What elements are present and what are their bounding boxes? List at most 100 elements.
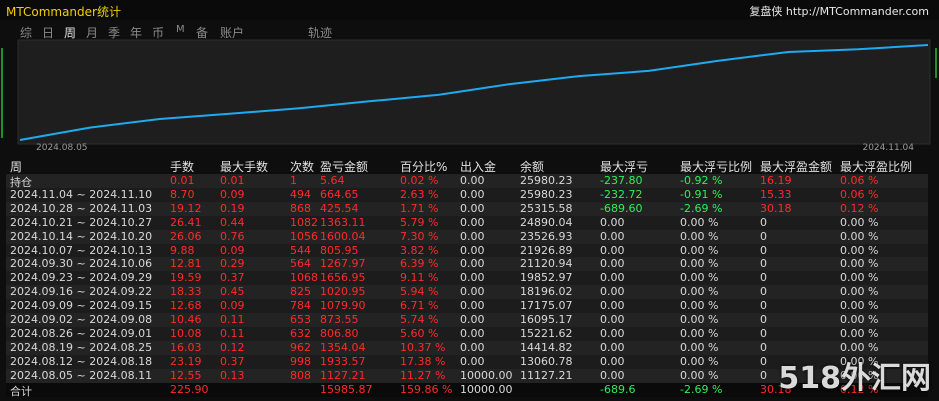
cell: 0.00 % — [840, 299, 879, 313]
cell: 0 — [760, 271, 767, 285]
equity-line — [19, 44, 929, 141]
cell: 962 — [290, 340, 311, 354]
tab[interactable]: 月 — [86, 26, 99, 40]
cell: 0 — [760, 257, 767, 271]
cell: -2.69 % — [680, 382, 723, 396]
column-header: 最大手数 — [220, 160, 269, 174]
cell: 0.00 — [460, 285, 485, 299]
cell: 2024.09.09 ~ 2024.09.15 — [10, 299, 153, 313]
cell: 2024.08.12 ~ 2024.08.18 — [10, 354, 153, 368]
cell: 0.00 % — [680, 340, 719, 354]
cell: -0.92 % — [680, 174, 723, 187]
cell: 15.33 — [760, 187, 792, 201]
column-header: 最大浮盈金额 — [760, 160, 833, 174]
cell: 0.00 % — [840, 215, 879, 229]
cell: 2024.10.21 ~ 2024.10.27 — [10, 215, 153, 229]
table-row: 持仓 0.01 0.01 1 5.64 0.02 % 0.00 25980.23 -237.80… — [6, 174, 928, 189]
cell: 0.00 — [460, 215, 485, 229]
cell: 合计 — [10, 384, 32, 398]
table-row: 2024.09.02 ~ 2024.09.08 10.46 0.11 653 873.5… — [6, 313, 928, 327]
chart-area — [17, 39, 931, 145]
cell: 2024.09.02 ~ 2024.09.08 — [10, 313, 153, 326]
cell: 0.00 — [600, 271, 625, 285]
cell: 0.00 % — [680, 285, 719, 299]
cell: 0.00 — [460, 187, 485, 201]
cell: 10.46 — [170, 313, 202, 326]
cell: 0.12 % — [840, 382, 879, 396]
cell: 30.18 — [760, 382, 792, 396]
cell: 5.74 % — [400, 313, 439, 326]
cell: 17.38 % — [400, 354, 446, 368]
cell: 0.00 — [600, 285, 625, 299]
cell: 0.00 — [460, 229, 485, 243]
cell: 0.00 — [460, 326, 485, 340]
cell: 0 — [760, 313, 767, 326]
tab[interactable]: 综 — [20, 26, 33, 40]
cell: 0.00 % — [840, 313, 879, 326]
cell: 425.54 — [320, 201, 359, 215]
tab[interactable]: 日 — [42, 26, 55, 40]
cell: 17175.07 — [520, 299, 573, 313]
tab[interactable]: 轨迹 — [308, 26, 333, 40]
cell: 0.00 % — [840, 285, 879, 299]
table-row: 2024.08.26 ~ 2024.09.01 10.08 0.11 632 806.8… — [6, 326, 928, 341]
cell: 1079.90 — [320, 299, 366, 313]
cell: 1020.95 — [320, 285, 366, 299]
cell: 0.00 % — [680, 271, 719, 285]
tab[interactable]: 年 — [130, 26, 143, 40]
cell: -689.6 — [600, 382, 636, 396]
cell: 805.95 — [320, 243, 359, 257]
tab[interactable]: M — [176, 24, 185, 35]
tab[interactable]: 周 — [64, 26, 77, 40]
cell: 0.00 % — [840, 340, 879, 354]
cell: 0.44 — [220, 215, 245, 229]
cell: 16.03 — [170, 340, 202, 354]
cell: 0.00 % — [680, 313, 719, 326]
cell: 13060.78 — [520, 354, 573, 368]
cell: 3.82 % — [400, 243, 439, 257]
cell: 0.00 — [460, 271, 485, 285]
cell: 2024.10.07 ~ 2024.10.13 — [10, 243, 153, 257]
cell: 0 — [760, 299, 767, 313]
cell: 24890.04 — [520, 215, 573, 229]
tab[interactable]: 季 — [108, 26, 121, 40]
tab[interactable]: 备 — [196, 26, 209, 40]
cell: -2.69 % — [680, 201, 723, 215]
cell: 159.86 % — [400, 382, 453, 396]
table-row: 2024.10.21 ~ 2024.10.27 26.41 0.44 1082 1363… — [6, 215, 928, 230]
header-row: 周 手数 最大手数 次数 盈亏金额 百分比% 出入金 余额 最大浮亏 最大浮亏比例 最大浮盈金额 最大… — [6, 158, 928, 174]
cell: 持仓 — [10, 176, 32, 189]
cell: 0.29 — [220, 257, 245, 271]
table-row: 2024.10.14 ~ 2024.10.20 26.06 0.76 1056 1600… — [6, 229, 928, 244]
cell: 0.00 % — [680, 257, 719, 271]
cell: 1068 — [290, 271, 318, 285]
cell: 0.37 — [220, 271, 245, 285]
cell: 12.81 — [170, 257, 202, 271]
cell: 6.39 % — [400, 257, 439, 271]
tab[interactable]: 账户 — [220, 26, 245, 40]
cell: 2024.10.28 ~ 2024.11.03 — [10, 201, 153, 215]
cell: 0.09 — [220, 187, 245, 201]
cell: 564 — [290, 257, 311, 271]
cell: 0.00 % — [840, 368, 879, 382]
cell: 21120.94 — [520, 257, 573, 271]
cell: 0.00 % — [680, 243, 719, 257]
cell: 0.09 — [220, 243, 245, 257]
cell: 0.00 — [460, 201, 485, 215]
cell: 2024.09.30 ~ 2024.10.06 — [10, 257, 153, 271]
table-row: 2024.11.04 ~ 2024.11.10 8.70 0.09 494 664.65… — [6, 187, 928, 202]
cell: 0.00 % — [680, 215, 719, 229]
cell: 26.06 — [170, 229, 202, 243]
cell: 0 — [760, 326, 767, 340]
cell: 11127.21 — [520, 368, 573, 382]
table-row: 2024.10.28 ~ 2024.11.03 19.12 0.19 868 425.5… — [6, 201, 928, 216]
cell: 808 — [290, 368, 311, 382]
tab[interactable]: 币 — [152, 26, 165, 40]
cell: 2024.08.05 ~ 2024.08.11 — [10, 368, 153, 382]
cell: 825 — [290, 285, 311, 299]
cell: 664.65 — [320, 187, 359, 201]
cell: 0.00 — [600, 257, 625, 271]
cell: 8.70 — [170, 187, 195, 201]
table-row: 2024.09.16 ~ 2024.09.22 18.33 0.45 825 1020.… — [6, 285, 928, 300]
cell: 9.88 — [170, 243, 195, 257]
